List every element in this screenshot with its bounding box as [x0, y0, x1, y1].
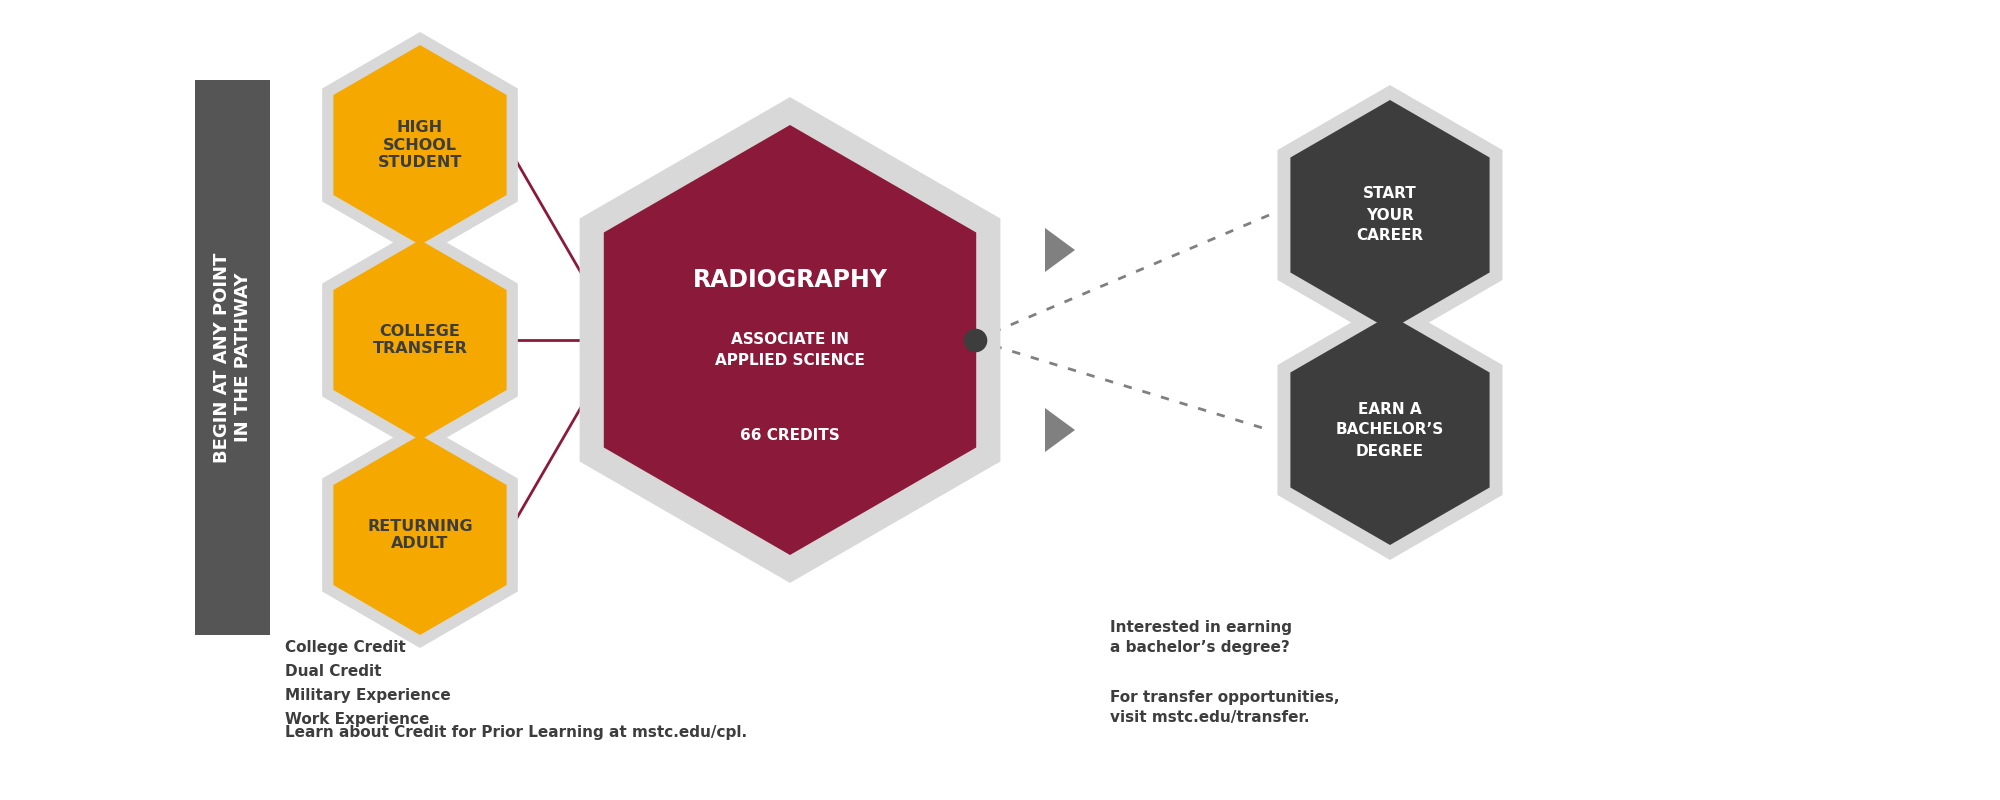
Polygon shape	[618, 140, 992, 570]
Text: Interested in earning
a bachelor’s degree?: Interested in earning a bachelor’s degre…	[1110, 620, 1292, 654]
Text: BEGIN AT ANY POINT
IN THE PATHWAY: BEGIN AT ANY POINT IN THE PATHWAY	[214, 252, 252, 462]
Text: COLLEGE
TRANSFER: COLLEGE TRANSFER	[372, 324, 468, 356]
Polygon shape	[580, 97, 1000, 583]
Polygon shape	[340, 52, 514, 252]
Text: ASSOCIATE IN
APPLIED SCIENCE: ASSOCIATE IN APPLIED SCIENCE	[716, 332, 864, 368]
Polygon shape	[334, 45, 506, 245]
Text: Learn about Credit for Prior Learning at mstc.edu/cpl.: Learn about Credit for Prior Learning at…	[286, 725, 748, 740]
Text: 66 CREDITS: 66 CREDITS	[740, 427, 840, 442]
Polygon shape	[334, 435, 506, 635]
Text: Military Experience: Military Experience	[286, 688, 450, 703]
Polygon shape	[1278, 85, 1502, 345]
Polygon shape	[1290, 315, 1490, 545]
Polygon shape	[340, 442, 514, 642]
Polygon shape	[322, 32, 518, 258]
Polygon shape	[340, 247, 514, 447]
Polygon shape	[1298, 108, 1498, 338]
Text: College Credit: College Credit	[286, 640, 406, 655]
Polygon shape	[1290, 100, 1490, 330]
Text: RADIOGRAPHY: RADIOGRAPHY	[692, 268, 888, 292]
Bar	[196, 80, 270, 635]
Polygon shape	[1298, 323, 1498, 553]
Text: For transfer opportunities,
visit mstc.edu/transfer.: For transfer opportunities, visit mstc.e…	[1110, 690, 1340, 725]
Text: START
YOUR
CAREER: START YOUR CAREER	[1356, 186, 1424, 243]
Text: EARN A
BACHELOR’S
DEGREE: EARN A BACHELOR’S DEGREE	[1336, 402, 1444, 458]
Polygon shape	[604, 125, 976, 555]
Text: RETURNING
ADULT: RETURNING ADULT	[368, 519, 472, 551]
Polygon shape	[1044, 408, 1076, 452]
Polygon shape	[322, 227, 518, 453]
Polygon shape	[334, 240, 506, 440]
Polygon shape	[322, 422, 518, 648]
Polygon shape	[1278, 300, 1502, 560]
Polygon shape	[1044, 228, 1076, 272]
Text: Dual Credit: Dual Credit	[286, 664, 382, 679]
Text: Work Experience: Work Experience	[286, 712, 430, 727]
Text: HIGH
SCHOOL
STUDENT: HIGH SCHOOL STUDENT	[378, 120, 462, 170]
